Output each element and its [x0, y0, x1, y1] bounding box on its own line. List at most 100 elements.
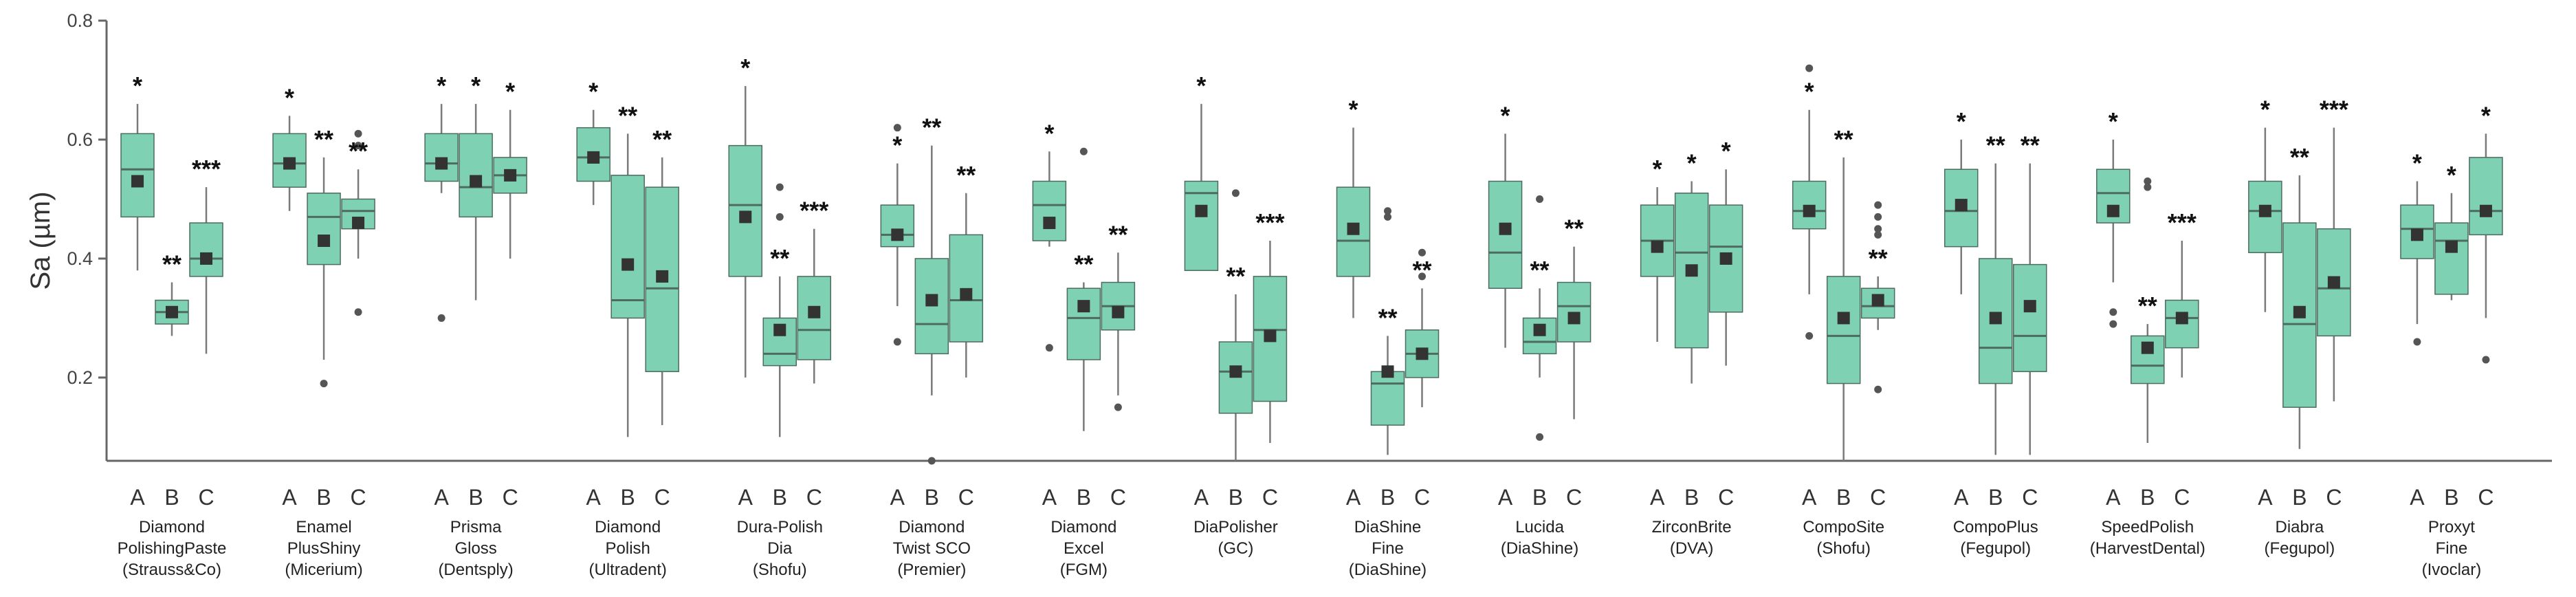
- system-label: (GC): [1218, 539, 1253, 558]
- mean-marker: [773, 323, 786, 336]
- significance-label: **: [2138, 292, 2157, 320]
- condition-label: C: [1870, 485, 1886, 510]
- outlier-point: [1384, 207, 1391, 215]
- condition-label: A: [1042, 485, 1057, 510]
- outlier-point: [2413, 338, 2421, 346]
- box: [341, 198, 375, 230]
- significance-label: *: [1721, 137, 1731, 165]
- significance-label: *: [1687, 149, 1697, 177]
- condition-label: B: [2292, 485, 2307, 510]
- condition-label: B: [773, 485, 787, 510]
- outlier-point: [354, 308, 362, 316]
- outlier-point: [927, 457, 936, 465]
- significance-label: *: [2412, 149, 2422, 177]
- significance-label: *: [892, 131, 902, 160]
- box: [2013, 263, 2047, 373]
- condition-label: B: [1532, 485, 1547, 510]
- significance-label: **: [1565, 215, 1584, 243]
- box-group: ******: [728, 54, 831, 437]
- condition-label: A: [1346, 485, 1361, 510]
- mean-marker: [1381, 365, 1394, 378]
- outlier-point: [1114, 403, 1122, 411]
- significance-label: *: [2447, 161, 2456, 189]
- condition-label: C: [1262, 485, 1278, 510]
- system-label: (Micerium): [285, 561, 362, 579]
- mean-marker: [2327, 276, 2340, 289]
- outlier-point: [1045, 344, 1053, 352]
- y-tick-label: 0.8: [67, 10, 93, 31]
- significance-label: **: [770, 244, 789, 272]
- system-label: ZirconBrite: [1652, 518, 1732, 536]
- condition-label: B: [2444, 485, 2458, 510]
- mean-marker: [1955, 199, 1968, 212]
- mean-marker: [2293, 305, 2306, 318]
- mean-marker: [352, 217, 365, 230]
- outlier-point: [2109, 320, 2117, 328]
- condition-label: A: [130, 485, 145, 510]
- significance-label: ***: [2320, 96, 2348, 124]
- mean-marker: [2175, 312, 2188, 325]
- box: [2434, 222, 2469, 295]
- condition-label: C: [1414, 485, 1430, 510]
- box: [1370, 371, 1405, 426]
- box: [1066, 287, 1101, 360]
- outlier-point: [1536, 433, 1544, 441]
- condition-label: C: [1110, 485, 1126, 510]
- condition-label: C: [1718, 485, 1734, 510]
- system-label: Prisma: [450, 518, 502, 536]
- system-label: Proxyt: [2428, 518, 2475, 536]
- y-tick-label: 0.2: [67, 367, 93, 388]
- system-label: Excel: [1064, 539, 1104, 558]
- mean-marker: [2258, 204, 2271, 217]
- system-label: Dia: [767, 539, 793, 558]
- system-label: Diamond: [899, 518, 965, 536]
- condition-label: C: [351, 485, 366, 510]
- outlier-point: [775, 213, 784, 221]
- outlier-point: [1874, 201, 1882, 209]
- system-label: (Fegupol): [1960, 539, 2031, 558]
- condition-label: B: [925, 485, 939, 510]
- system-label: Diamond: [139, 518, 205, 536]
- mean-marker: [2479, 204, 2492, 217]
- box-group: ******: [1184, 72, 1288, 461]
- outlier-point: [2482, 356, 2490, 364]
- box-group: *****: [1336, 96, 1440, 455]
- box-group: *****: [1488, 101, 1592, 441]
- significance-label: **: [1869, 244, 1888, 272]
- outlier-point: [2144, 177, 2152, 186]
- system-label: Fine: [2436, 539, 2468, 558]
- significance-label: *: [2109, 107, 2118, 135]
- system-label: PlusShiny: [287, 539, 361, 558]
- condition-label: B: [1380, 485, 1395, 510]
- outlier-point: [1418, 248, 1426, 257]
- mean-marker: [1685, 264, 1698, 277]
- system-label: (Strauss&Co): [122, 561, 221, 579]
- system-label: Twist SCO: [893, 539, 971, 558]
- outlier-point: [1418, 272, 1426, 281]
- condition-label: C: [654, 485, 670, 510]
- mean-marker: [656, 270, 669, 283]
- significance-label: **: [2290, 143, 2309, 171]
- significance-label: *: [1501, 101, 1510, 129]
- mean-marker: [587, 151, 600, 164]
- significance-label: **: [1412, 256, 1431, 284]
- mean-marker: [470, 175, 483, 188]
- significance-label: **: [1074, 250, 1093, 279]
- system-label: (Ivoclar): [2422, 561, 2482, 579]
- mean-marker: [435, 157, 448, 170]
- mean-marker: [739, 210, 752, 224]
- outlier-point: [437, 314, 445, 322]
- outlier-point: [893, 124, 901, 132]
- y-ticks: 0.2 0.4 0.6 0.8: [67, 10, 107, 388]
- outlier-point: [1231, 189, 1240, 197]
- mean-marker: [1567, 312, 1581, 325]
- significance-label: ***: [800, 197, 828, 225]
- box-group: *****: [1792, 64, 1895, 461]
- mean-marker: [808, 305, 821, 318]
- box: [1826, 276, 1861, 384]
- mean-marker: [1347, 222, 1360, 235]
- condition-label: C: [198, 485, 214, 510]
- mean-marker: [1651, 240, 1664, 253]
- outlier-point: [2144, 183, 2152, 191]
- system-label: Polish: [606, 539, 650, 558]
